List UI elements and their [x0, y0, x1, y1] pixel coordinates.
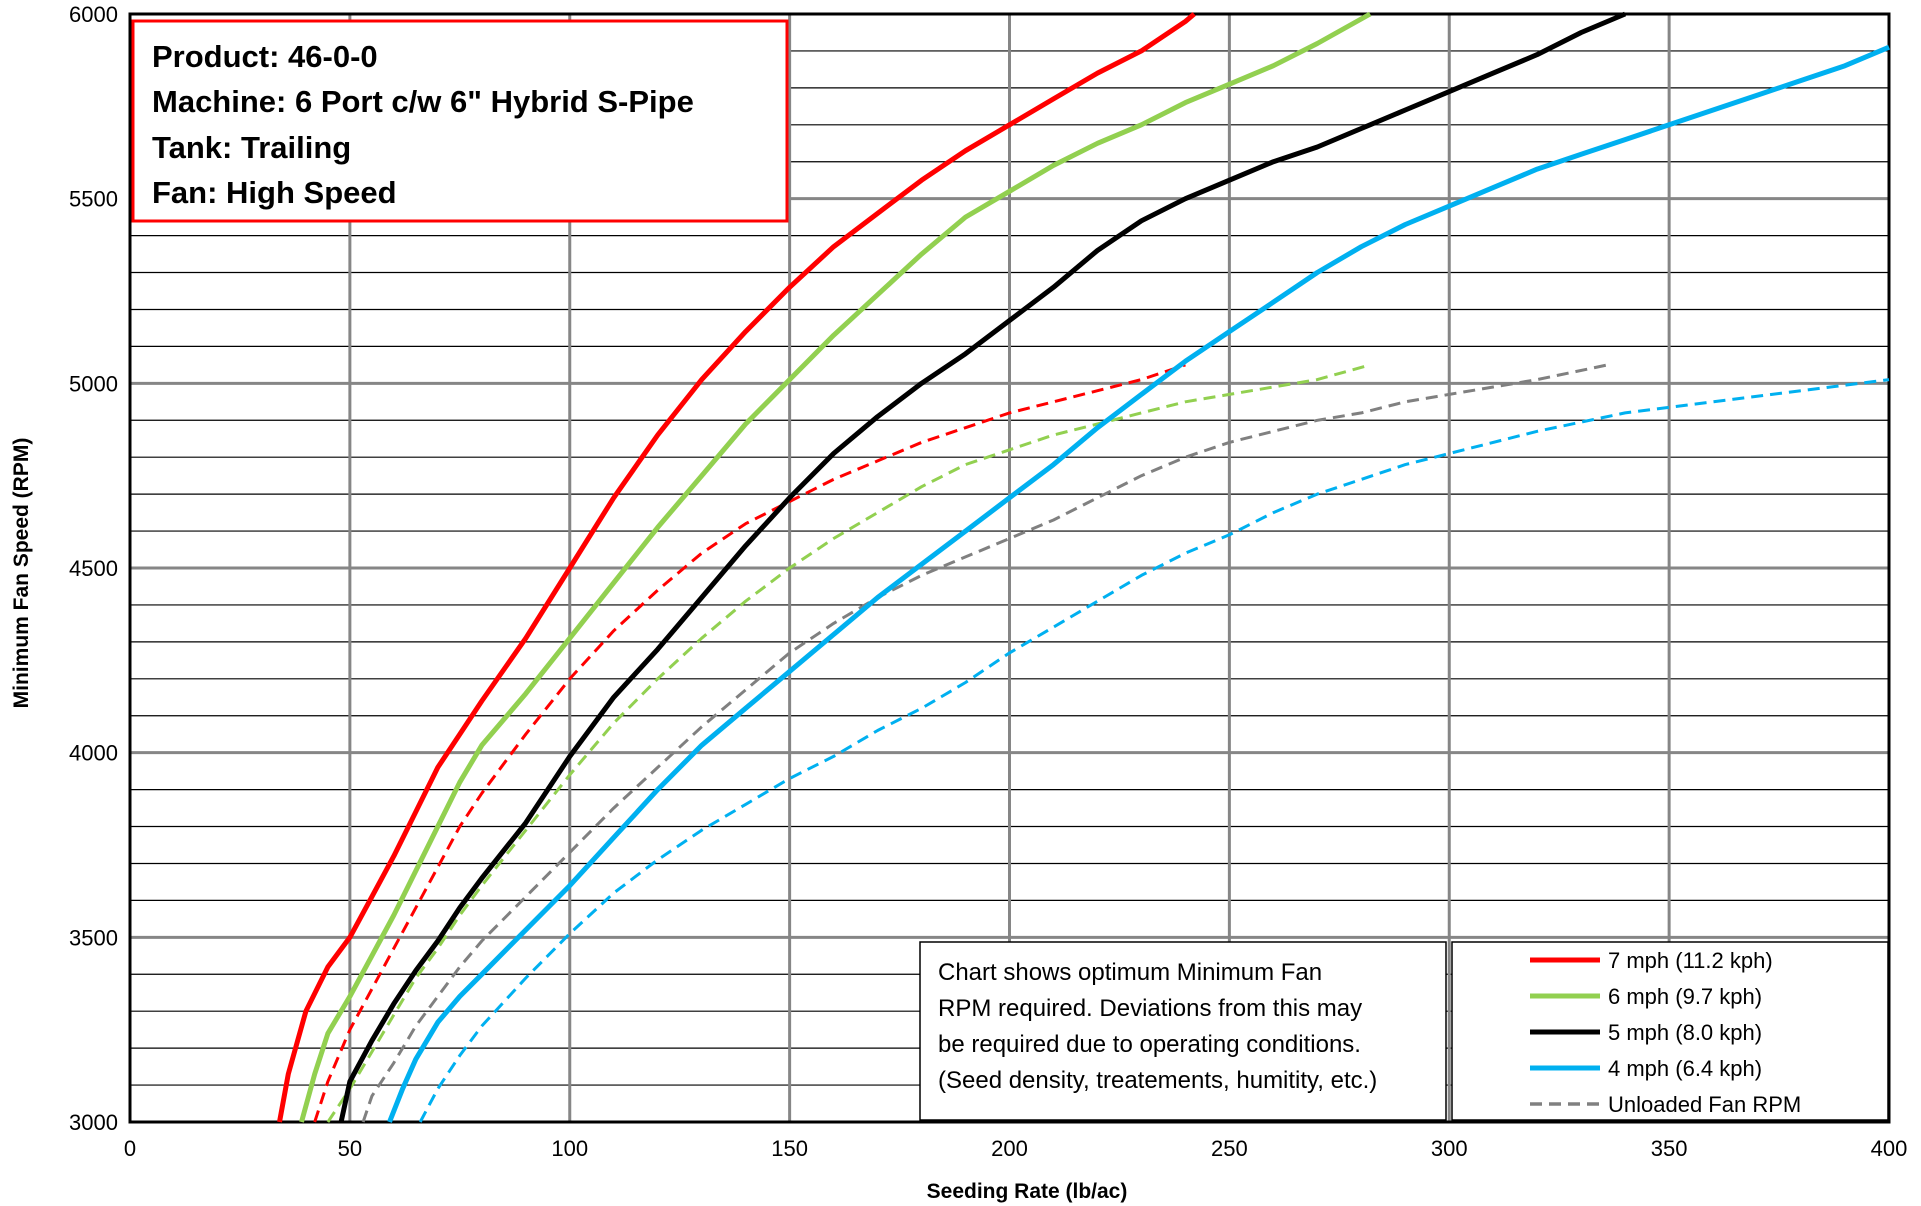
y-tick-label: 5000	[69, 371, 118, 396]
info-box: Product: 46-0-0 Machine: 6 Port c/w 6" H…	[131, 19, 789, 223]
legend-label: 7 mph (11.2 kph)	[1608, 948, 1773, 973]
y-tick-label: 3000	[69, 1110, 118, 1135]
series-line-dashed	[361, 363, 1608, 1123]
x-tick-label: 200	[991, 1136, 1028, 1161]
y-axis-title: Minimum Fan Speed (RPM)	[10, 438, 33, 709]
series-layer	[277, 11, 1890, 1123]
x-tick-label: 0	[124, 1136, 136, 1161]
info-machine: Machine: 6 Port c/w 6" Hybrid S-Pipe	[152, 84, 694, 119]
series-line	[299, 11, 1372, 1123]
series-line-dashed	[418, 378, 1890, 1123]
note-line-2: RPM required. Deviations from this may	[938, 995, 1362, 1022]
legend-label: 5 mph (8.0 kph)	[1608, 1020, 1762, 1045]
y-tick-label: 4000	[69, 741, 118, 766]
legend-label: 6 mph (9.7 kph)	[1608, 984, 1762, 1009]
legend-label: Unloaded Fan RPM	[1608, 1092, 1801, 1117]
info-product: Product: 46-0-0	[152, 39, 378, 74]
y-tick-label: 4500	[69, 556, 118, 581]
y-tick-label: 5500	[69, 187, 118, 212]
info-box-frame	[131, 19, 789, 223]
note-box: Chart shows optimum Minimum Fan RPM requ…	[919, 941, 1447, 1121]
note-line-4: (Seed density, treatements, humitity, et…	[938, 1067, 1377, 1094]
note-line-3: be required due to operating conditions.	[938, 1031, 1361, 1058]
x-tick-label: 400	[1871, 1136, 1908, 1161]
x-tick-label: 350	[1651, 1136, 1688, 1161]
x-tick-label: 100	[551, 1136, 588, 1161]
plot-frame	[128, 12, 1891, 1124]
legend-label: 4 mph (6.4 kph)	[1608, 1056, 1762, 1081]
x-tick-label: 150	[771, 1136, 808, 1161]
x-tick-label: 50	[338, 1136, 362, 1161]
note-line-1: Chart shows optimum Minimum Fan	[938, 959, 1322, 986]
info-fan: Fan: High Speed	[152, 175, 397, 210]
series-line	[277, 12, 1196, 1123]
x-tick-label: 300	[1431, 1136, 1468, 1161]
series-line	[387, 44, 1890, 1123]
tick-layer: 0 50 100 150 200 250 300 350 400 3000 3500 4000 4500…	[69, 2, 1907, 1161]
legend: 7 mph (11.2 kph) 6 mph (9.7 kph) 5 mph (8.…	[1451, 941, 1889, 1121]
legend-frame	[1451, 941, 1889, 1121]
x-tick-label: 250	[1211, 1136, 1248, 1161]
series-line-dashed	[313, 363, 1186, 1123]
y-tick-label: 3500	[69, 925, 118, 950]
info-tank: Tank: Trailing	[152, 130, 351, 165]
x-axis-title: Seeding Rate (lb/ac)	[927, 1180, 1128, 1203]
series-line	[338, 11, 1627, 1123]
y-tick-label: 6000	[69, 2, 118, 27]
note-box-frame	[919, 941, 1447, 1121]
